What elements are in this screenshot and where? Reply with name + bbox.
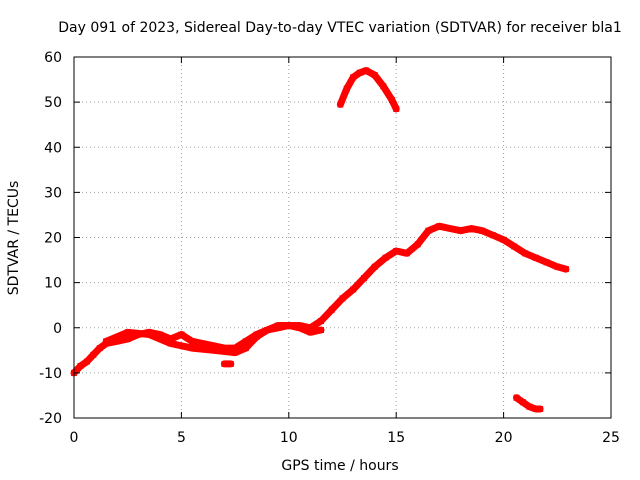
data-point [253, 333, 260, 340]
data-point [264, 327, 271, 333]
data-point [124, 329, 131, 336]
data-point [388, 96, 395, 103]
y-tick-label: -20 [39, 411, 62, 427]
series-main-track [70, 222, 570, 377]
data-point [489, 232, 496, 239]
x-tick-label: 10 [280, 430, 298, 446]
data-point [526, 403, 533, 410]
data-point [436, 223, 443, 230]
data-point [189, 345, 196, 352]
data-point [562, 266, 569, 273]
data-point [77, 363, 84, 370]
data-point [189, 338, 196, 345]
chart-title: Day 091 of 2023, Sidereal Day-to-day VTE… [58, 20, 621, 36]
data-point [446, 225, 453, 232]
data-point [199, 340, 206, 347]
data-point [361, 275, 367, 282]
data-point [124, 336, 131, 342]
x-tick-label: 15 [387, 430, 405, 446]
data-point [318, 318, 324, 324]
data-point [114, 338, 120, 345]
data-point [479, 227, 486, 234]
x-tick-label: 25 [602, 430, 620, 446]
data-point [522, 250, 529, 257]
data-point [227, 360, 234, 367]
y-axis-title: SDTVAR / TECUs [6, 181, 22, 296]
data-point [318, 327, 324, 333]
data-point [350, 286, 357, 293]
data-point [513, 394, 520, 401]
data-point [511, 243, 518, 250]
data-point [554, 263, 561, 270]
data-point [468, 225, 475, 232]
y-tick-label: 20 [44, 231, 62, 247]
data-point [90, 351, 97, 358]
data-point [457, 227, 464, 234]
data-point [232, 349, 239, 356]
data-point [296, 324, 303, 331]
data-point [537, 406, 544, 412]
data-point [543, 259, 550, 266]
data-point [96, 345, 103, 352]
x-axis-title: GPS time / hours [281, 458, 398, 474]
data-point [156, 331, 163, 338]
y-tick-label: 50 [44, 95, 62, 111]
x-tick-label: 0 [70, 430, 79, 446]
x-tick-label: 5 [177, 430, 186, 446]
data-point [380, 83, 387, 90]
data-point [414, 241, 421, 248]
data-series [70, 67, 570, 413]
y-tick-label: 0 [53, 321, 62, 337]
y-tick-label: 30 [44, 185, 62, 201]
data-point [363, 67, 370, 74]
data-point [339, 295, 346, 302]
data-point [393, 248, 400, 254]
data-point [103, 338, 110, 345]
data-point [350, 74, 357, 81]
data-point [532, 254, 539, 261]
data-point [500, 236, 507, 243]
data-point [167, 336, 174, 342]
data-point [519, 399, 526, 406]
data-point [337, 101, 344, 108]
data-point [210, 347, 217, 354]
data-point [242, 338, 249, 345]
x-tick-label: 20 [495, 430, 513, 446]
data-point [285, 322, 292, 329]
data-point [393, 105, 400, 112]
grid-lines [74, 57, 611, 418]
data-point [146, 331, 153, 338]
data-point [532, 406, 539, 412]
data-point [275, 322, 282, 329]
data-point [382, 254, 389, 261]
y-tick-label: 10 [44, 276, 62, 292]
data-point [178, 331, 185, 338]
data-point [307, 329, 314, 336]
data-point [83, 358, 90, 365]
data-point [232, 345, 239, 352]
data-point [343, 85, 350, 92]
data-point [328, 306, 335, 313]
y-axis: -20 -10 0 10 20 30 40 50 60 [39, 50, 611, 427]
data-point [210, 342, 217, 349]
data-point [371, 72, 378, 79]
x-axis: 0 5 10 15 20 25 [70, 57, 620, 446]
y-tick-label: -10 [39, 366, 62, 382]
y-tick-label: 60 [44, 50, 62, 66]
data-point [167, 340, 174, 347]
data-point [403, 250, 410, 257]
data-point [371, 263, 378, 270]
data-point [221, 360, 228, 367]
y-tick-label: 40 [44, 140, 62, 156]
data-point [425, 227, 432, 234]
data-point [356, 69, 363, 76]
data-point [307, 324, 314, 331]
data-point [242, 345, 249, 352]
